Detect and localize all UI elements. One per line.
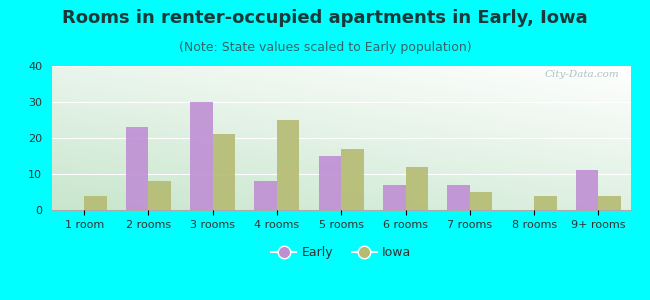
Bar: [277, 120, 300, 210]
Bar: [447, 185, 470, 210]
Bar: [341, 149, 364, 210]
Bar: [576, 170, 599, 210]
Bar: [406, 167, 428, 210]
Bar: [213, 134, 235, 210]
Bar: [470, 192, 492, 210]
Bar: [84, 196, 107, 210]
Bar: [383, 185, 406, 210]
Text: Rooms in renter-occupied apartments in Early, Iowa: Rooms in renter-occupied apartments in E…: [62, 9, 588, 27]
Legend: Early, Iowa: Early, Iowa: [266, 241, 416, 264]
Text: (Note: State values scaled to Early population): (Note: State values scaled to Early popu…: [179, 40, 471, 53]
Bar: [255, 181, 277, 210]
Bar: [190, 102, 213, 210]
Bar: [318, 156, 341, 210]
Bar: [534, 196, 556, 210]
Bar: [599, 196, 621, 210]
Text: City-Data.com: City-Data.com: [544, 70, 619, 79]
Bar: [126, 127, 148, 210]
Bar: [148, 181, 171, 210]
